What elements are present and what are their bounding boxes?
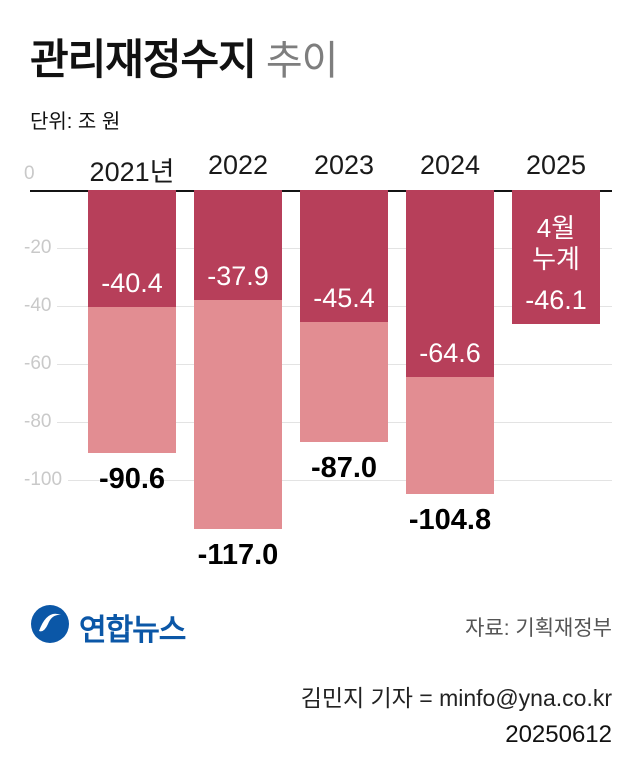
bar-segment-april-2024: -64.6	[406, 190, 494, 378]
bar-value-april-2023: -45.4	[313, 282, 375, 313]
bar-value-april-2024: -64.6	[419, 338, 481, 369]
april-cumulative-annotation: 누계	[532, 243, 580, 274]
ytick-label--60: -60	[24, 352, 58, 376]
yonhap-logo-icon	[30, 604, 70, 649]
ytick-label-0: 0	[24, 162, 41, 186]
yonhap-logo-text: 연합뉴스	[79, 613, 186, 647]
april-cumulative-annotation: 4월	[536, 212, 576, 243]
bar-value-april-2021년: -40.4	[101, 268, 163, 299]
title-main: 관리재정수지	[30, 36, 257, 83]
bar-value-annual-2022: -117.0	[197, 539, 279, 572]
year-label-2025: 2025	[525, 150, 587, 180]
bar-value-annual-2024: -104.8	[408, 503, 492, 536]
unit-label: 단위: 조 원	[30, 111, 121, 133]
ytick-label--20: -20	[24, 236, 58, 260]
ytick-label--80: -80	[24, 410, 58, 434]
bar-value-annual-2023: -87.0	[310, 452, 378, 485]
year-label-2024: 2024	[419, 150, 481, 180]
bar-segment-annual-2022	[194, 299, 282, 530]
bar-segment-annual-2024	[406, 377, 494, 494]
title-sub: 추이	[265, 39, 339, 83]
publish-date: 20250612	[505, 721, 612, 748]
bar-chart: 0 -20 -40 -60 -80 -100 2021년 -40.4 -90.6 2022 -37.…	[24, 144, 612, 576]
gridline--100	[30, 480, 612, 481]
bar-segment-april-2022: -37.9	[194, 190, 282, 300]
bar-value-april-2025: -46.1	[525, 284, 587, 315]
footer: 연합뉴스 자료: 기획재정부	[30, 604, 612, 649]
ytick-label--40: -40	[24, 294, 58, 318]
yonhap-logo: 연합뉴스	[30, 604, 186, 649]
ytick-label--100: -100	[24, 468, 69, 492]
header: 관리재정수지 추이 단위: 조 원	[0, 0, 640, 134]
year-label-2023: 2023	[313, 150, 375, 180]
reporter-byline: 김민지 기자 = minfo@yna.co.kr	[300, 685, 612, 711]
bar-value-annual-2021년: -90.6	[98, 462, 166, 495]
bar-segment-april-2023: -45.4	[300, 190, 388, 322]
year-label-2022: 2022	[207, 150, 269, 180]
bar-segment-april-2025: 4월 누계 -46.1	[512, 190, 600, 324]
year-label-2021년: 2021년	[89, 157, 175, 187]
bar-segment-annual-2023	[300, 321, 388, 443]
page-title: 관리재정수지 추이	[30, 26, 612, 87]
bar-value-april-2022: -37.9	[207, 260, 269, 291]
bar-segment-annual-2021년	[88, 307, 176, 453]
source-credit: 자료: 기획재정부	[465, 616, 612, 640]
bar-segment-april-2021년: -40.4	[88, 190, 176, 308]
